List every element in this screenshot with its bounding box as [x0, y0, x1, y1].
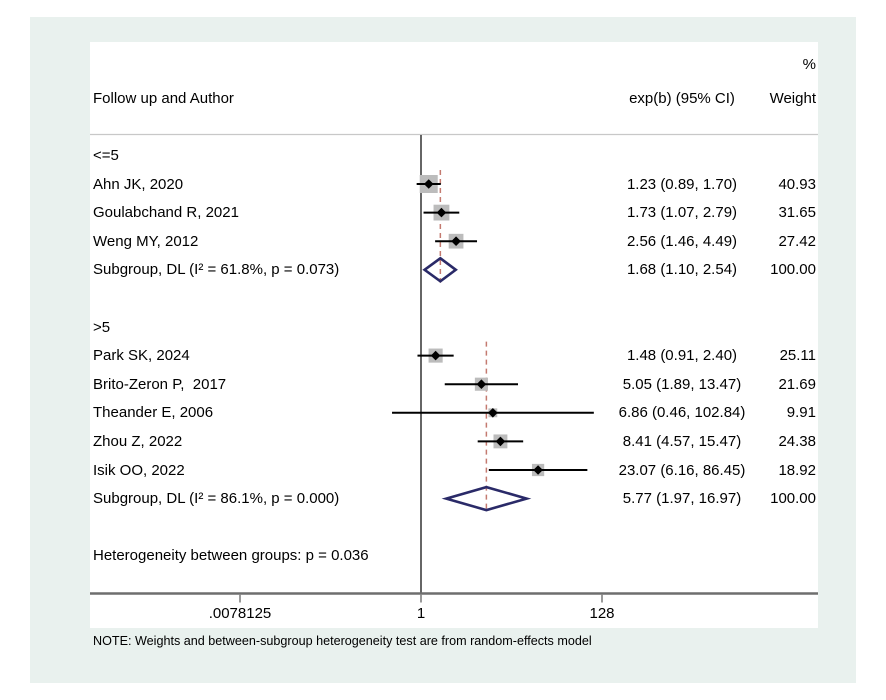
- study-effect-value: 1.23 (0.89, 1.70): [626, 175, 738, 193]
- study-effect-value: 2.56 (1.46, 4.49): [626, 232, 738, 250]
- study-label: Theander E, 2006: [93, 404, 214, 422]
- x-axis-tick-label: 128: [589, 604, 615, 622]
- author-column-header: Follow up and Author: [93, 90, 234, 107]
- subgroup-effect-value: 1.68 (1.10, 2.54): [626, 261, 738, 279]
- study-label: Weng MY, 2012: [93, 232, 199, 250]
- subgroup-effect-value: 5.77 (1.97, 16.97): [622, 490, 742, 508]
- subgroup-weight-value: 100.00: [770, 490, 816, 508]
- study-weight-value: 24.38: [778, 432, 816, 450]
- study-label: Brito-Zeron P, 2017: [93, 375, 227, 393]
- study-label: Goulabchand R, 2021: [93, 204, 239, 222]
- study-label: Park SK, 2024: [93, 347, 190, 365]
- group-label: <=5: [93, 146, 119, 164]
- weight-column-header: Weight: [769, 90, 816, 107]
- study-effect-value: 8.41 (4.57, 15.47): [622, 432, 742, 450]
- study-weight-value: 18.92: [778, 461, 816, 479]
- study-weight-value: 25.11: [779, 347, 816, 365]
- footnote: NOTE: Weights and between-subgroup heter…: [93, 634, 592, 648]
- subgroup-weight-value: 100.00: [770, 261, 816, 279]
- study-label: Zhou Z, 2022: [93, 432, 183, 450]
- x-axis-tick-label: .0078125: [208, 604, 272, 622]
- study-effect-value: 1.73 (1.07, 2.79): [626, 204, 738, 222]
- study-weight-value: 40.93: [778, 175, 816, 193]
- heterogeneity-text: Heterogeneity between groups: p = 0.036: [93, 547, 369, 565]
- study-effect-value: 1.48 (0.91, 2.40): [626, 347, 738, 365]
- effect-column-header: exp(b) (95% CI): [629, 90, 735, 107]
- subgroup-label: Subgroup, DL (I² = 61.8%, p = 0.073): [93, 261, 340, 279]
- study-weight-value: 31.65: [778, 204, 816, 222]
- study-label: Ahn JK, 2020: [93, 175, 184, 193]
- study-label: Isik OO, 2022: [93, 461, 185, 479]
- study-effect-value: 23.07 (6.16, 86.45): [618, 461, 746, 479]
- study-effect-value: 5.05 (1.89, 13.47): [622, 375, 742, 393]
- study-effect-value: 6.86 (0.46, 102.84): [618, 404, 746, 422]
- subgroup-label: Subgroup, DL (I² = 86.1%, p = 0.000): [93, 490, 340, 508]
- x-axis-tick-label: 1: [416, 604, 426, 622]
- study-weight-value: 21.69: [778, 375, 816, 393]
- study-weight-value: 27.42: [778, 232, 816, 250]
- group-label: >5: [93, 318, 111, 336]
- study-weight-value: 9.91: [786, 404, 816, 422]
- plot-area: [90, 42, 818, 628]
- percent-header: %: [802, 56, 816, 73]
